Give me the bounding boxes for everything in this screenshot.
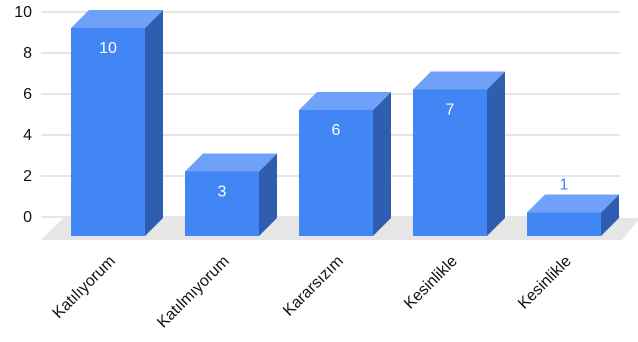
y-tick-label: 2	[23, 168, 32, 185]
bar-top	[413, 71, 505, 90]
data-label: 6	[332, 122, 341, 139]
bar-front	[299, 110, 373, 236]
bar-front	[527, 212, 601, 236]
bar-top	[71, 10, 163, 28]
bar	[413, 71, 505, 236]
x-category-label: Kesinlikle	[515, 253, 575, 313]
bar	[299, 92, 391, 236]
bar	[185, 153, 277, 236]
data-label: 10	[99, 40, 117, 57]
bar-side	[487, 71, 505, 236]
y-tick-label: 10	[14, 4, 32, 21]
bar-side	[601, 194, 619, 236]
x-category-label: Katılmıyorum	[154, 253, 233, 332]
bar-front	[413, 89, 487, 236]
y-tick-label: 8	[23, 45, 32, 62]
x-category-label: Kararsızım	[280, 253, 347, 320]
y-axis-ticks: 0 2 4 6 8 10	[14, 4, 32, 226]
bar-top	[299, 92, 391, 110]
x-category-label: Kesinlikle	[401, 253, 461, 313]
bar	[527, 194, 619, 236]
bar-side	[373, 92, 391, 236]
bar-top	[185, 153, 277, 172]
bar	[71, 10, 163, 236]
data-label: 7	[446, 102, 455, 119]
bar-side	[145, 10, 163, 236]
bar-top	[527, 194, 619, 213]
x-axis-categories: Katılıyorum Katılmıyorum Kararsızım Kesinli…	[50, 253, 575, 332]
y-tick-label: 0	[23, 209, 32, 226]
y-tick-label: 4	[23, 127, 32, 144]
data-label: 3	[218, 184, 227, 201]
bars	[71, 10, 619, 236]
data-labels: 10 3 6 7 1	[99, 40, 568, 201]
x-category-label: Katılıyorum	[50, 253, 119, 322]
bar-front	[71, 28, 145, 236]
y-tick-label: 6	[23, 86, 32, 103]
data-label: 1	[560, 177, 569, 194]
bar-front	[185, 171, 259, 236]
bar-side	[259, 153, 277, 236]
